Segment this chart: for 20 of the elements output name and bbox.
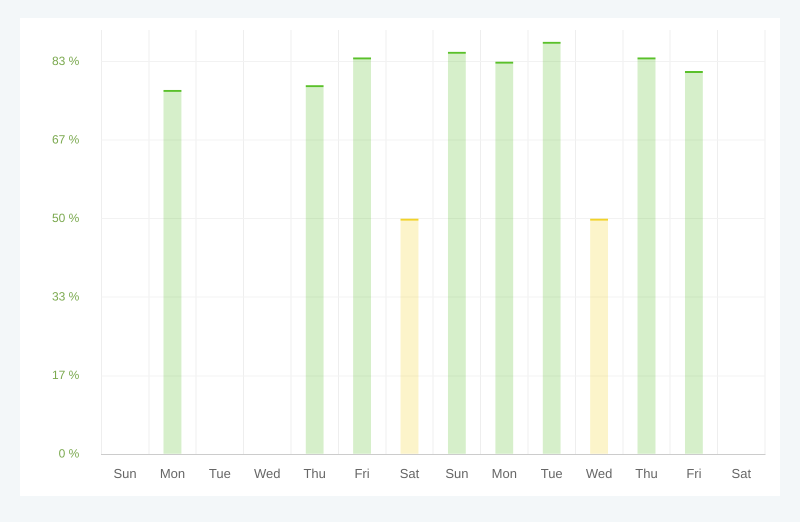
x-tick-label: Mon — [160, 466, 186, 481]
y-tick-label: 33 % — [52, 290, 80, 304]
x-tick-label: Wed — [586, 466, 612, 481]
x-tick-label: Sat — [732, 466, 752, 481]
y-tick-label: 17 % — [52, 368, 80, 382]
y-tick-label: 67 % — [52, 132, 80, 146]
x-tick-label: Thu — [635, 466, 658, 481]
x-tick-label: Mon — [492, 466, 517, 481]
x-tick-label: Tue — [540, 466, 563, 481]
y-tick-label: 83 % — [52, 54, 80, 68]
x-tick-label: Wed — [254, 466, 281, 481]
x-tick-label: Fri — [686, 466, 702, 481]
x-tick-label: Sun — [445, 466, 468, 481]
x-tick-label: Sat — [400, 466, 420, 481]
y-tick-label: 0 % — [58, 446, 80, 461]
x-tick-label: Thu — [303, 466, 326, 481]
y-tick-label: 50 % — [52, 210, 80, 225]
x-tick-label: Tue — [208, 466, 231, 481]
x-tick-label: Sun — [113, 466, 137, 481]
x-tick-label: Fri — [354, 466, 370, 481]
